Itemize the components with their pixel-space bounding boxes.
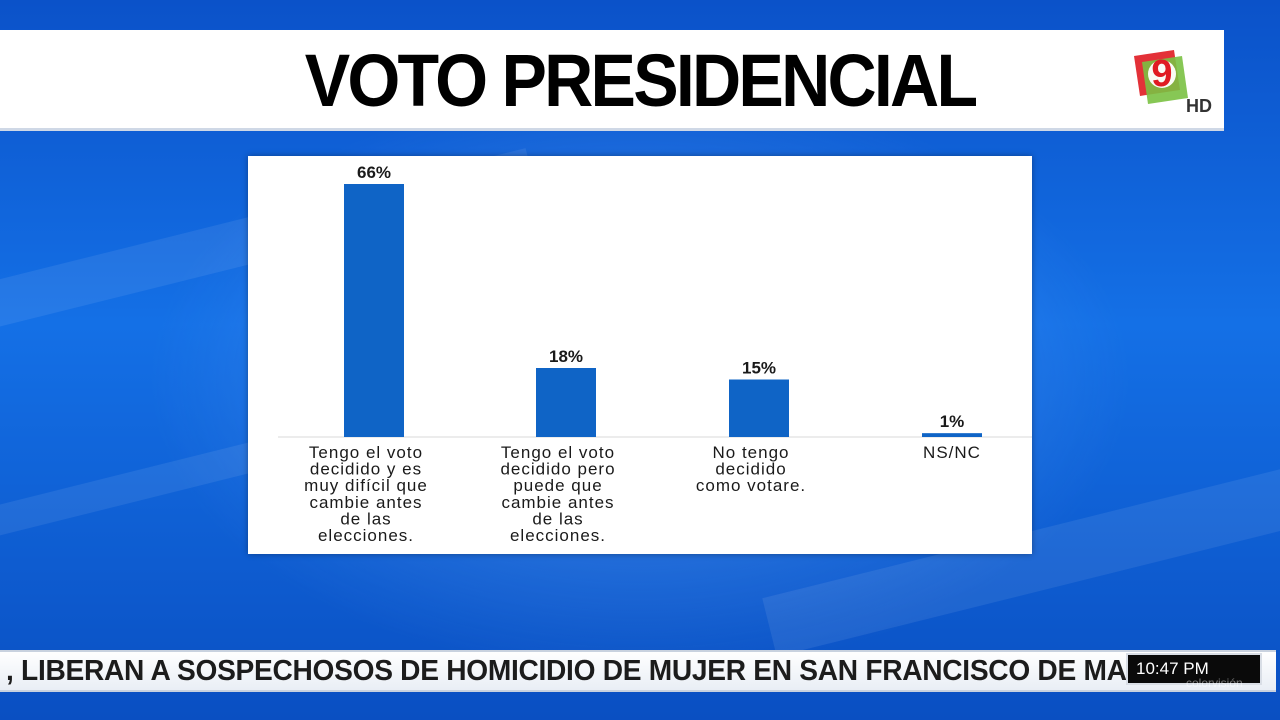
bar-2 xyxy=(536,368,596,437)
watermark-logo-icon: colorvisión xyxy=(1186,676,1243,690)
data-label-4: 1% xyxy=(940,412,965,431)
news-ticker: , LIBERAN A SOSPECHOSOS DE HOMICIDIO DE … xyxy=(0,650,1276,692)
channel-logo: 9 HD xyxy=(1128,46,1220,118)
channel-9-logo-icon: 9 HD xyxy=(1134,50,1212,116)
category-label-1: Tengo el voto decidido y es muy difícil qu… xyxy=(304,443,428,545)
svg-text:9: 9 xyxy=(1151,53,1172,95)
clock-time: 10:47 PM xyxy=(1126,653,1262,685)
bar-chart-panel: 66% Tengo el voto decidido y es muy difícil… xyxy=(248,156,1032,554)
data-label-2: 18% xyxy=(549,347,583,366)
ticker-headline: , LIBERAN A SOSPECHOSOS DE HOMICIDIO DE … xyxy=(6,655,1215,687)
hd-badge: HD xyxy=(1186,96,1212,116)
category-label-4: NS/NC xyxy=(923,443,981,462)
data-label-3: 15% xyxy=(742,359,776,378)
bar-4 xyxy=(922,433,982,437)
bar-1 xyxy=(344,184,404,437)
page-title: VOTO PRESIDENCIAL xyxy=(304,39,978,122)
bar-chart: 66% Tengo el voto decidido y es muy difícil… xyxy=(278,163,1032,545)
title-bar xyxy=(0,30,1224,131)
bar-3 xyxy=(729,379,789,437)
data-label-1: 66% xyxy=(357,163,391,182)
category-label-2: Tengo el voto decidido pero puede que cambi… xyxy=(500,443,615,545)
category-label-3: No tengo decidido como votare. xyxy=(696,443,806,495)
